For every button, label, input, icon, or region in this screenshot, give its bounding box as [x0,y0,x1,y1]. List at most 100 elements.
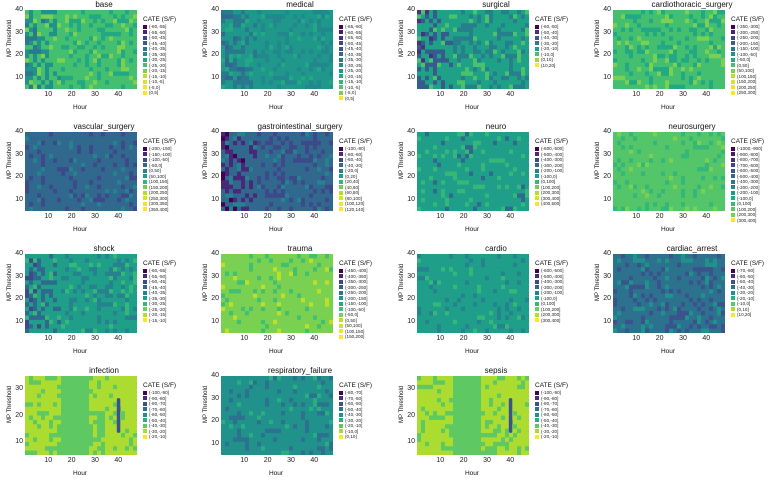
heatmap-cell [61,206,66,211]
heatmap-cell [245,58,250,64]
heatmap-cell [505,80,510,86]
heatmap-cell [33,10,38,15]
heatmap-cell [317,49,322,55]
heatmap-cell [701,136,706,142]
heatmap-cell [433,23,438,29]
heatmap-cell [277,84,282,89]
heatmap-cell [113,58,118,64]
heatmap-cell [521,49,526,55]
heatmap-cell [281,175,286,181]
heatmap-cell [301,31,306,37]
heatmap-cell [629,80,634,86]
heatmap-cell [81,193,86,199]
heatmap-cell [437,140,442,146]
heatmap-cell [117,67,122,73]
heatmap-plot-area [613,132,725,211]
heatmap-cell [525,136,529,142]
legend-item: (-100,-50] [143,157,203,163]
heatmap-cell [81,262,86,268]
legend-label: (350,400] [149,206,169,212]
heatmap-cell [505,84,510,89]
heatmap-cell [513,132,518,137]
heatmap-cell [433,14,438,20]
heatmap-cell [93,297,98,303]
heatmap-cell [109,189,114,195]
heatmap-cell [501,158,506,164]
heatmap-cell [29,184,34,190]
heatmap-cell [285,67,290,73]
heatmap-cell [241,136,246,142]
heatmap-cell [661,36,666,42]
heatmap-cell [285,10,290,15]
heatmap-cell [713,80,718,86]
legend-swatch [339,190,343,195]
heatmap-cell [297,80,302,86]
heatmap-cell [649,158,654,164]
heatmap-cell [417,175,422,181]
heatmap-cell [73,36,78,42]
heatmap-cell [525,193,529,199]
heatmap-cell [53,280,58,286]
heatmap-cell [469,140,474,146]
heatmap-cell [693,193,698,199]
heatmap-cell [709,180,714,186]
heatmap-cell [325,75,330,81]
heatmap-cell [641,153,646,159]
heatmap-cell [701,75,706,81]
heatmap-cell [513,171,518,177]
heatmap-cell [453,189,458,195]
heatmap-cell [709,193,714,199]
heatmap-cell [101,280,106,286]
heatmap-cell [45,167,50,173]
heatmap-cell [325,162,330,168]
heatmap-cell [93,49,98,55]
heatmap-cell [97,175,102,181]
heatmap-cell [517,158,522,164]
heatmap-cell [245,18,250,24]
heatmap-cell [269,27,274,33]
heatmap-cell [317,202,322,208]
heatmap-cell [261,49,266,55]
heatmap-cell [229,153,234,159]
heatmap-cell [281,145,286,151]
heatmap-cell [661,10,666,15]
heatmap-cell [689,84,694,89]
heatmap-cell [49,280,54,286]
heatmap-cell [301,62,306,68]
heatmap-cell [269,184,274,190]
heatmap-cell [421,80,426,86]
heatmap-cell [429,184,434,190]
heatmap-cell [53,31,58,37]
heatmap-cell [57,23,62,29]
heatmap-cell [297,132,302,137]
heatmap-cell [617,49,622,55]
heatmap-cell [57,10,62,15]
heatmap-cell [81,302,86,308]
heatmap-cell [257,193,262,199]
heatmap-cell [97,193,102,199]
heatmap-cell [57,31,62,37]
heatmap-cell [113,49,118,55]
heatmap-cell [645,75,650,81]
heatmap-cell [301,197,306,203]
heatmap-cell [673,40,678,46]
heatmap-cell [41,49,46,55]
heatmap-cell [481,40,486,46]
heatmap-cell [657,140,662,146]
heatmap-cell [425,84,430,89]
heatmap-cell [241,80,246,86]
heatmap-cell [681,62,686,68]
heatmap-cell [469,184,474,190]
heatmap-cell [517,132,522,137]
heatmap-cell [685,167,690,173]
heatmap-cell [417,193,422,199]
heatmap-cell [85,84,90,89]
heatmap-cell [449,162,454,168]
x-tick-label: 30 [287,91,295,98]
heatmap-cell [61,202,66,208]
heatmap-cell [77,10,82,15]
heatmap-cell [33,184,38,190]
heatmap-cell [677,14,682,20]
heatmap-cell [233,189,238,195]
heatmap-cell [693,45,698,51]
